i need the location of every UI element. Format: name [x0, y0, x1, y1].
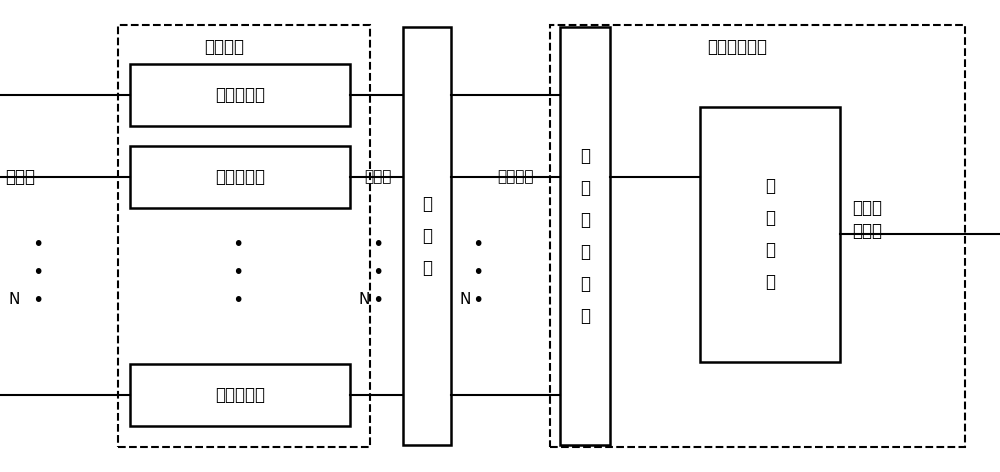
Text: 采
集
卡: 采 集 卡	[422, 195, 432, 277]
Text: •: •	[472, 262, 484, 281]
Text: 平衡接收机: 平衡接收机	[215, 86, 265, 104]
Text: •: •	[232, 262, 244, 281]
Text: 电信号: 电信号	[364, 169, 392, 185]
Text: •: •	[372, 290, 384, 310]
Text: 输出振
动信号: 输出振 动信号	[852, 199, 882, 240]
Text: 光信号: 光信号	[5, 168, 35, 186]
Text: •: •	[232, 235, 244, 253]
Text: N: N	[460, 293, 471, 307]
Text: 矢
量
加
权
平
均: 矢 量 加 权 平 均	[580, 147, 590, 325]
Text: •: •	[372, 235, 384, 253]
Text: N: N	[8, 293, 19, 307]
Bar	[130, 64, 350, 126]
Bar	[118, 25, 370, 447]
Text: •: •	[232, 290, 244, 310]
Bar	[560, 27, 610, 445]
Bar	[130, 364, 350, 426]
Text: •: •	[32, 235, 44, 253]
Text: 数字信号: 数字信号	[497, 169, 533, 185]
Text: •: •	[472, 290, 484, 310]
Bar	[550, 25, 965, 447]
Bar	[403, 27, 451, 445]
Text: 数字信号处理: 数字信号处理	[707, 38, 767, 56]
Text: 平衡接收机: 平衡接收机	[215, 386, 265, 404]
Bar	[130, 146, 350, 208]
Text: •: •	[472, 235, 484, 253]
Text: •: •	[372, 262, 384, 281]
Text: 光电转换: 光电转换	[204, 38, 244, 56]
Text: •: •	[32, 262, 44, 281]
Text: 平衡接收机: 平衡接收机	[215, 168, 265, 186]
Bar	[700, 107, 840, 362]
Text: 相
位
解
算: 相 位 解 算	[765, 177, 775, 292]
Text: •: •	[32, 290, 44, 310]
Text: N: N	[358, 293, 369, 307]
